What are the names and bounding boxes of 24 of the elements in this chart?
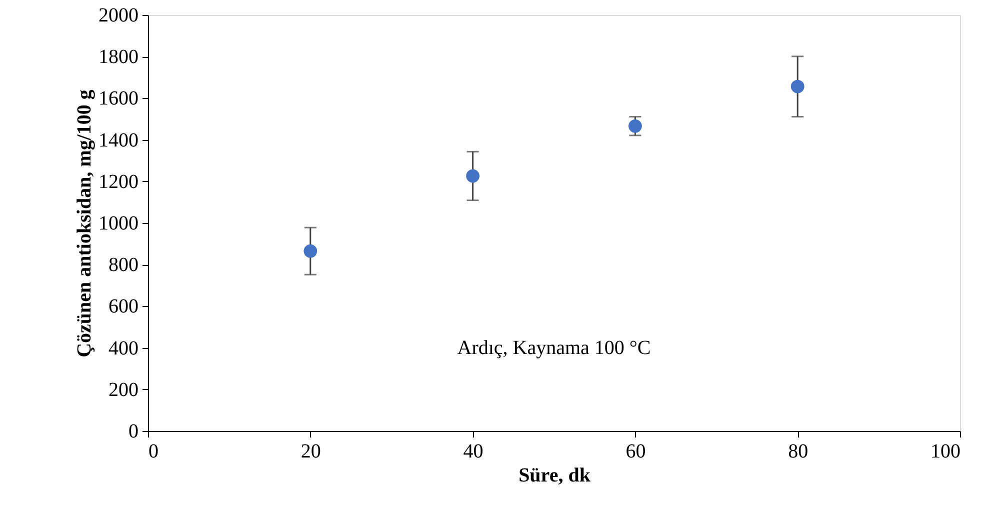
annotation: Ardıç, Kaynama 100 °C (457, 336, 651, 359)
y-tick-label: 600 (108, 296, 138, 318)
x-axis-title: Süre, dk (518, 464, 592, 486)
y-tick-label: 800 (108, 254, 138, 276)
y-tick-label: 0 (128, 420, 138, 442)
point (466, 169, 480, 183)
point (304, 244, 318, 258)
y-tick-label: 1200 (98, 170, 138, 193)
x-tick-label: 100 (930, 440, 960, 462)
y-tick-label: 200 (108, 378, 138, 401)
y-tick-label: 1000 (98, 212, 138, 234)
x-tick-label: 20 (300, 440, 321, 462)
x-tick-label: 40 (463, 440, 484, 462)
point (628, 119, 642, 133)
x-tick-label: 80 (788, 440, 808, 462)
y-axis-title: Çözünen antioksidan, mg/100 g (74, 90, 96, 358)
y-tick-label: 2000 (98, 4, 138, 26)
x-tick-label: 60 (626, 440, 646, 462)
x-tick-label: 0 (148, 440, 158, 462)
y-tick-label: 1600 (98, 88, 138, 110)
point (790, 80, 804, 94)
y-tick-label: 400 (108, 337, 138, 360)
y-tick-label: 1400 (98, 129, 138, 152)
y-tick-label: 1800 (98, 46, 138, 68)
